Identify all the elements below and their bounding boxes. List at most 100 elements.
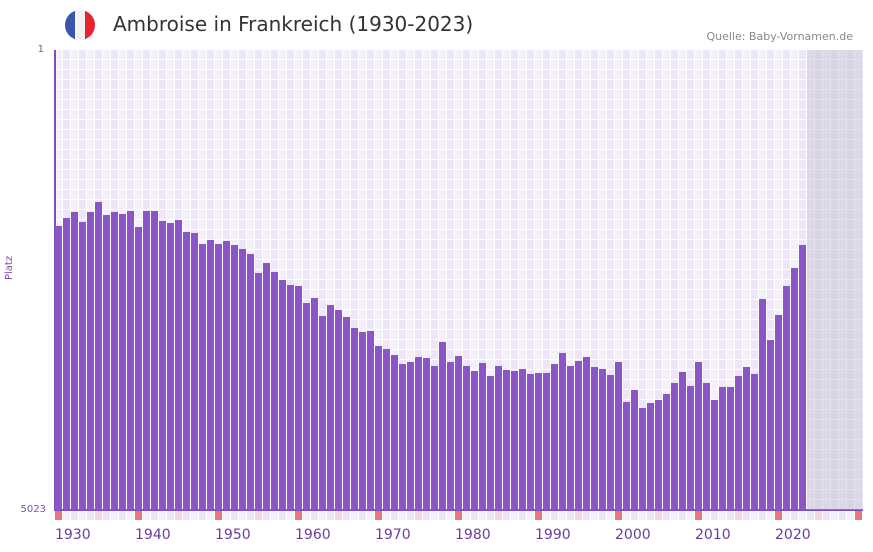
bar-1973 <box>399 364 406 510</box>
year-mark-1962 <box>311 511 318 520</box>
bar-1975 <box>415 357 422 510</box>
year-mark-1937 <box>111 511 118 520</box>
year-mark-2002 <box>631 511 638 520</box>
year-mark-1939 <box>127 511 134 520</box>
year-mark-1990 <box>535 511 542 520</box>
year-mark-1974 <box>407 511 414 520</box>
bar-1959 <box>287 284 294 510</box>
bar-2019 <box>767 340 774 510</box>
y-axis-label: Platz <box>4 255 15 280</box>
y-tick-bottom: 5023 <box>20 504 46 515</box>
bar-1974 <box>407 361 414 510</box>
bar-2022 <box>791 268 798 510</box>
year-mark-1999 <box>607 511 614 520</box>
year-mark-1976 <box>423 511 430 520</box>
bar-2008 <box>679 371 686 510</box>
year-mark-1953 <box>239 511 246 520</box>
year-mark-1930 <box>55 511 62 520</box>
year-mark-2026 <box>823 511 830 520</box>
year-mark-1956 <box>263 511 270 520</box>
year-mark-1931 <box>63 511 70 520</box>
year-mark-1932 <box>71 511 78 520</box>
year-mark-1941 <box>143 511 150 520</box>
bar-1994 <box>567 366 574 510</box>
bar-1990 <box>535 372 542 510</box>
bar-1949 <box>207 239 214 510</box>
bar-1944 <box>167 223 174 510</box>
bar-1933 <box>79 222 86 510</box>
bar-1963 <box>319 316 326 510</box>
x-tick-label: 2010 <box>695 527 731 543</box>
bar-1961 <box>303 303 310 510</box>
bar-1977 <box>431 366 438 510</box>
bar-2023 <box>799 245 806 510</box>
bar-1980 <box>455 356 462 510</box>
year-mark-1934 <box>87 511 94 520</box>
year-mark-1993 <box>559 511 566 520</box>
bar-2010 <box>695 361 702 510</box>
year-mark-2008 <box>679 511 686 520</box>
year-mark-1978 <box>439 511 446 520</box>
year-mark-2014 <box>727 511 734 520</box>
year-mark-2020 <box>775 511 782 520</box>
year-mark-1942 <box>151 511 158 520</box>
year-mark-1973 <box>399 511 406 520</box>
year-marks <box>55 511 863 520</box>
year-mark-2024 <box>807 511 814 520</box>
year-mark-1954 <box>247 511 254 520</box>
bar-1998 <box>599 369 606 510</box>
x-tick-label: 1950 <box>215 527 251 543</box>
year-mark-2015 <box>735 511 742 520</box>
bar-1979 <box>447 361 454 510</box>
year-mark-2009 <box>687 511 694 520</box>
year-mark-1994 <box>567 511 574 520</box>
year-mark-1945 <box>175 511 182 520</box>
year-mark-1947 <box>191 511 198 520</box>
bar-2002 <box>631 390 638 510</box>
year-mark-2029 <box>847 511 854 520</box>
year-mark-1944 <box>167 511 174 520</box>
bar-1943 <box>159 221 166 510</box>
year-mark-1961 <box>303 511 310 520</box>
bar-2001 <box>623 402 630 510</box>
bar-2006 <box>663 393 670 510</box>
bar-1989 <box>527 373 534 510</box>
year-mark-1989 <box>527 511 534 520</box>
year-mark-1995 <box>575 511 582 520</box>
bar-2012 <box>711 400 718 510</box>
bar-1956 <box>263 262 270 510</box>
bar-2003 <box>639 407 646 510</box>
year-mark-1983 <box>479 511 486 520</box>
x-axis-line <box>55 509 863 511</box>
y-tick-top: 1 <box>37 44 44 55</box>
bar-2007 <box>671 382 678 510</box>
bar-1991 <box>543 372 550 510</box>
year-mark-2023 <box>799 511 806 520</box>
bar-1971 <box>383 348 390 510</box>
year-mark-2006 <box>663 511 670 520</box>
bar-1962 <box>311 297 318 510</box>
bar-1985 <box>495 366 502 510</box>
bar-1995 <box>575 360 582 510</box>
year-mark-1992 <box>551 511 558 520</box>
year-mark-1985 <box>495 511 502 520</box>
year-mark-2012 <box>711 511 718 520</box>
bar-1997 <box>591 367 598 510</box>
year-mark-1955 <box>255 511 262 520</box>
bar-1938 <box>119 213 126 510</box>
bar-1955 <box>255 272 262 510</box>
bar-1930 <box>55 225 62 510</box>
year-mark-1935 <box>95 511 102 520</box>
year-mark-1946 <box>183 511 190 520</box>
year-mark-1968 <box>359 511 366 520</box>
bar-1946 <box>183 232 190 510</box>
bar-1988 <box>519 369 526 510</box>
year-mark-2028 <box>839 511 846 520</box>
year-mark-1965 <box>335 511 342 520</box>
bar-2014 <box>727 387 734 510</box>
bar-1931 <box>63 218 70 510</box>
bar-1940 <box>135 226 142 510</box>
year-mark-1959 <box>287 511 294 520</box>
bar-1987 <box>511 370 518 510</box>
bar-1934 <box>87 212 94 510</box>
